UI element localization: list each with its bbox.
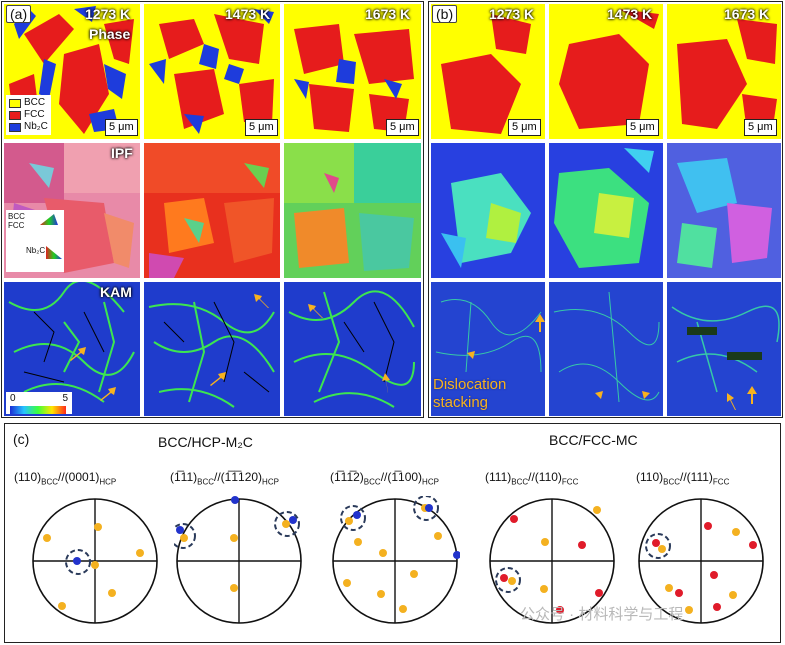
temp-label-b-1673: 1673 K (724, 6, 770, 22)
kam-color-scale: 0 5 (6, 392, 72, 414)
kam-gradient-bar (10, 406, 66, 414)
ipf-map-a-1473 (144, 143, 280, 278)
pole-figure-2 (174, 496, 302, 624)
plane-label-5: (110)BCC//(111)FCC (636, 470, 730, 487)
bcc-swatch (9, 98, 21, 108)
temp-label-a-1473: 1473 K (225, 6, 271, 22)
pole-figure-5 (638, 498, 764, 624)
temp-label-b-1273: 1273 K (489, 6, 535, 22)
phase-map-a-1273 (4, 4, 140, 139)
hcp-triangle-icon (46, 246, 62, 259)
scale-bar-a-1273: 5 μm (105, 119, 138, 136)
dislocation-annotation: Dislocation stacking (433, 376, 506, 412)
kam-map-b-1673 (667, 282, 781, 416)
nb2c-swatch (9, 122, 21, 132)
kam-map-b-1273 (431, 282, 545, 416)
row-label-ipf: IPF (111, 145, 133, 161)
plane-label-3: (1̅11̅2)BCC//(1̅100)HCP (330, 470, 439, 487)
dislocation-label-line2: stacking (433, 394, 489, 411)
scale-bar-a-1473: 5 μm (245, 119, 278, 136)
phase-legend: BCC FCC Nb₂C (6, 95, 51, 135)
ipf-key-fcc: FCC (8, 221, 25, 230)
ipf-color-key: BCC FCC Nb₂C (6, 210, 64, 272)
legend-item-nb2c: Nb₂C (9, 121, 48, 133)
row-label-kam: KAM (100, 284, 132, 300)
phase-map-b-1273 (431, 4, 545, 139)
phase-map-a-1673 (284, 4, 421, 139)
phase-map-a-1473 (144, 4, 280, 139)
kam-arrows-a (70, 294, 390, 401)
kam-scale-max: 5 (62, 393, 68, 404)
kam-arrows-b (460, 314, 757, 410)
scale-bar-b-1473: 5 μm (626, 119, 659, 136)
panel-c-label: (c) (10, 431, 33, 447)
legend-item-fcc: FCC (9, 109, 48, 121)
ipf-map-b-1273 (431, 143, 545, 278)
kam-map-a-1673 (284, 282, 421, 416)
ipf-key-bcc: BCC (8, 212, 25, 221)
phase-map-b-1673 (667, 4, 781, 139)
ipf-map-b-1473 (549, 143, 663, 278)
dislocation-label-line1: Dislocation (433, 376, 507, 393)
ipf-map-b-1673 (667, 143, 781, 278)
heading-bcc-hcp: BCC/HCP-M₂C (158, 434, 253, 450)
row-label-phase: Phase (89, 26, 131, 42)
pole-figure-3 (332, 496, 460, 624)
ipf-map-a-1673 (284, 143, 421, 278)
panel-c (4, 423, 781, 643)
temp-label-b-1473: 1473 K (607, 6, 653, 22)
fcc-swatch (9, 110, 21, 120)
pole-figure-4 (489, 498, 615, 624)
plane-label-2: (1̅11)BCC//(1̅1̅120)HCP (170, 470, 279, 487)
heading-bcc-fcc: BCC/FCC-MC (549, 432, 638, 448)
temp-label-a-1273: 1273 K (85, 6, 131, 22)
ipf-triangle-icon (40, 214, 58, 225)
kam-scale-min: 0 (10, 393, 16, 404)
phase-map-b-1473 (549, 4, 663, 139)
scale-bar-b-1673: 5 μm (744, 119, 777, 136)
arrow-icon (70, 294, 390, 401)
plane-label-4: (111)BCC//(110)FCC (485, 470, 579, 487)
watermark: 公众号 · 材料科学与工程 (520, 606, 684, 623)
plane-label-1: (110)BCC//(0001)HCP (14, 470, 117, 487)
kam-map-a-1473 (144, 282, 280, 416)
panel-b-label: (b) (432, 5, 458, 23)
ipf-key-nb2c: Nb₂C (26, 246, 46, 255)
scale-bar-b-1273: 5 μm (508, 119, 541, 136)
panel-a-label: (a) (6, 5, 32, 23)
legend-item-bcc: BCC (9, 97, 48, 109)
temp-label-a-1673: 1673 K (365, 6, 411, 22)
pole-figure-1 (32, 498, 158, 624)
scale-bar-a-1673: 5 μm (386, 119, 419, 136)
